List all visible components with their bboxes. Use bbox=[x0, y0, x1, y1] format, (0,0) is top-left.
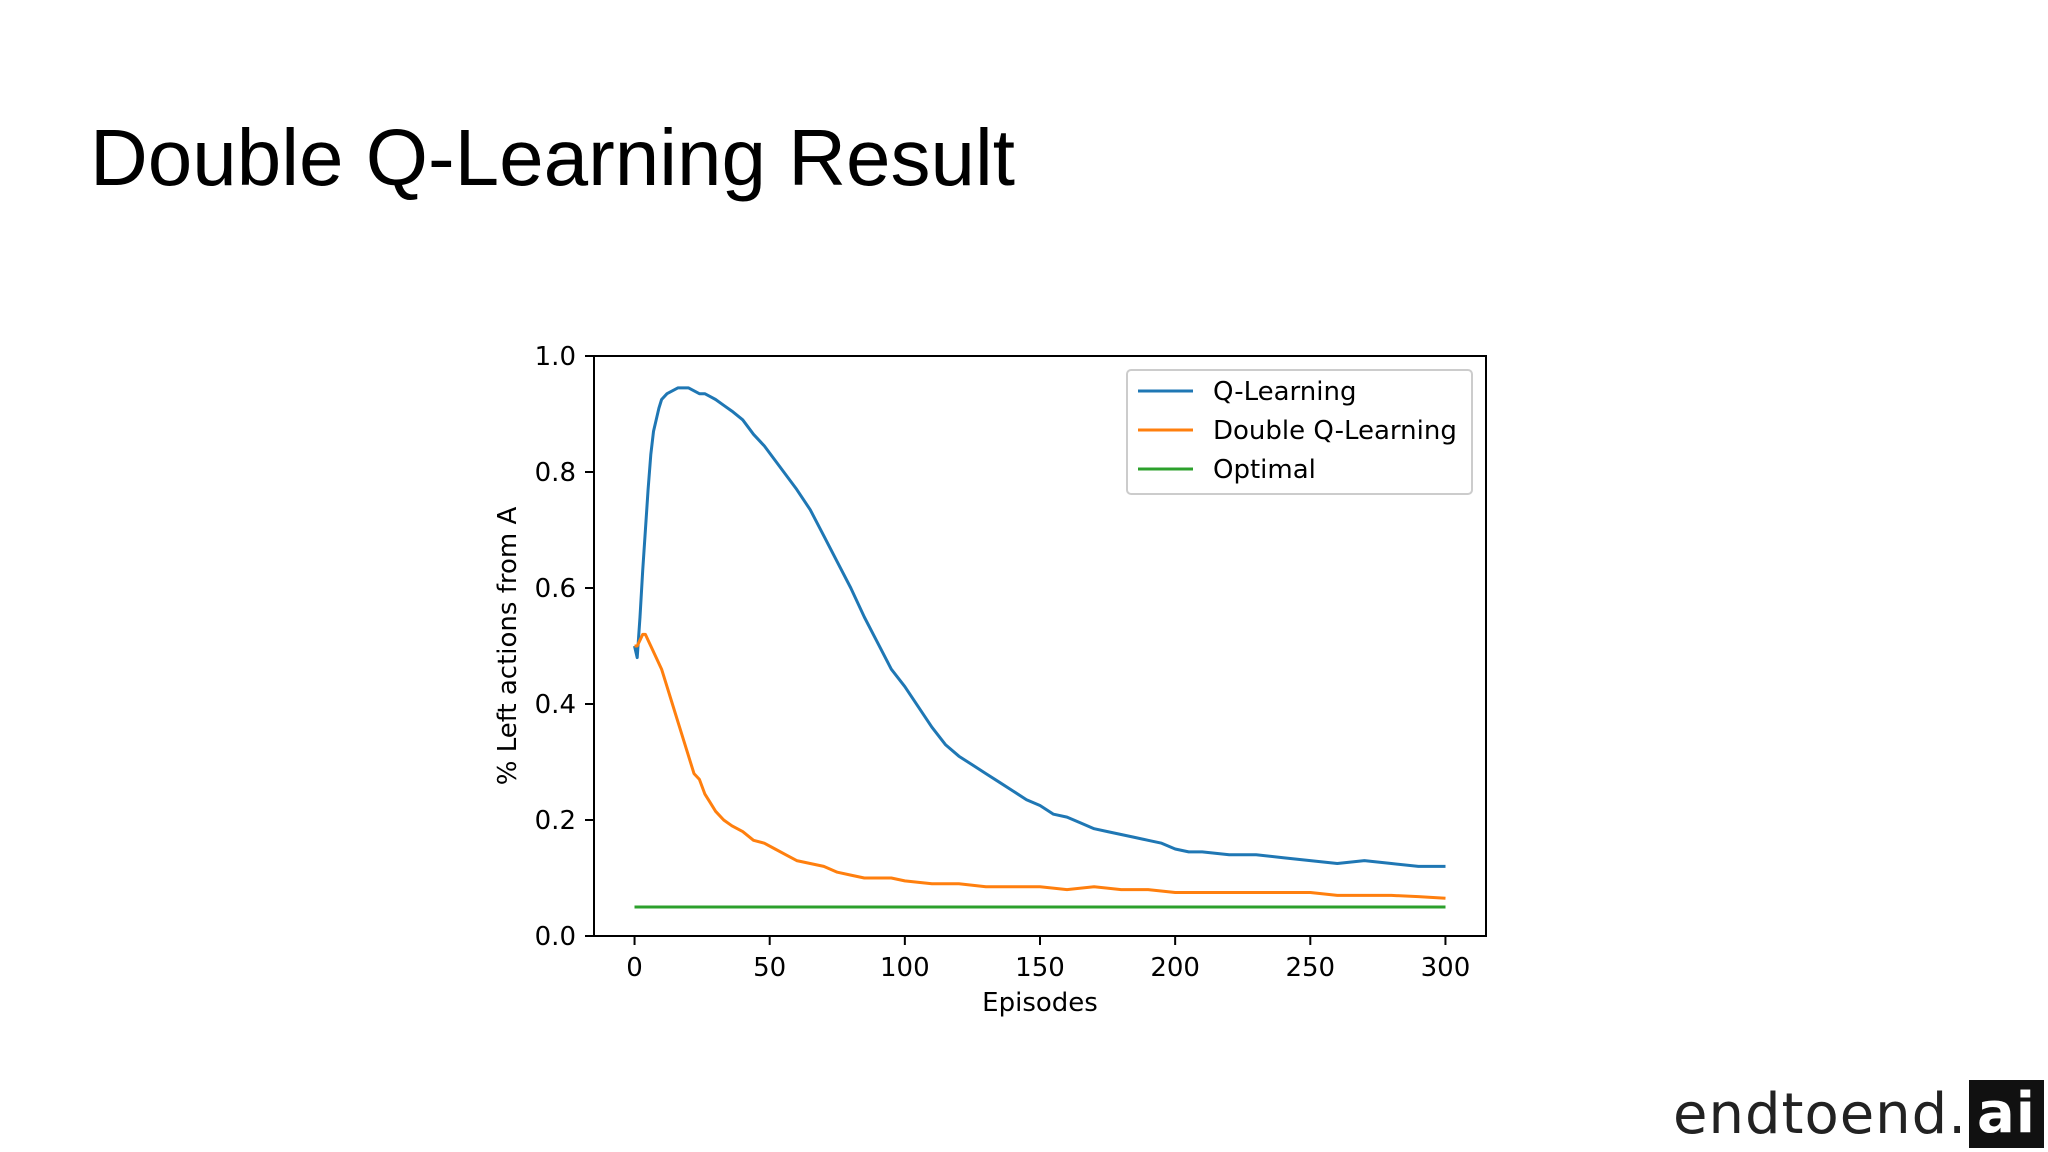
x-tick-label-4: 200 bbox=[1150, 953, 1200, 983]
x-tick-label-3: 150 bbox=[1015, 953, 1065, 983]
legend-label-0: Q-Learning bbox=[1213, 377, 1356, 407]
y-tick-label-0: 0.0 bbox=[535, 922, 576, 952]
slide-title: Double Q-Learning Result bbox=[90, 113, 1015, 202]
endtoend-logo: endtoend. ai bbox=[1673, 1080, 2044, 1148]
x-tick-label-6: 300 bbox=[1421, 953, 1471, 983]
plot-area bbox=[633, 386, 1446, 909]
y-tick-label-2: 0.4 bbox=[535, 690, 576, 720]
logo-text: endtoend. bbox=[1673, 1081, 1968, 1147]
y-tick-label-1: 0.2 bbox=[535, 806, 576, 836]
legend-label-2: Optimal bbox=[1213, 455, 1316, 485]
series-line-double-q-learning bbox=[634, 632, 1446, 900]
x-tick-label-2: 100 bbox=[880, 953, 930, 983]
x-tick-label-0: 0 bbox=[626, 953, 643, 983]
y-tick-label-3: 0.6 bbox=[535, 574, 576, 604]
x-tick-label-5: 250 bbox=[1285, 953, 1335, 983]
series-line-q-learning bbox=[633, 386, 1446, 868]
y-tick-label-5: 1.0 bbox=[535, 342, 576, 372]
y-axis-label: % Left actions from A bbox=[493, 507, 523, 786]
x-axis-label: Episodes bbox=[982, 988, 1098, 1018]
legend-frame bbox=[1126, 369, 1473, 495]
x-tick-label-1: 50 bbox=[753, 953, 786, 983]
chart-legend: Q-Learning Double Q-Learning Optimal bbox=[1126, 369, 1473, 495]
legend-label-1: Double Q-Learning bbox=[1213, 416, 1457, 446]
axis-ticks: 0 50 100 150 200 250 300 0.0 0.2 0.4 0.6 0.8 1.0 bbox=[535, 342, 1471, 983]
y-tick-label-4: 0.8 bbox=[535, 458, 576, 488]
logo-badge: ai bbox=[1969, 1080, 2044, 1148]
